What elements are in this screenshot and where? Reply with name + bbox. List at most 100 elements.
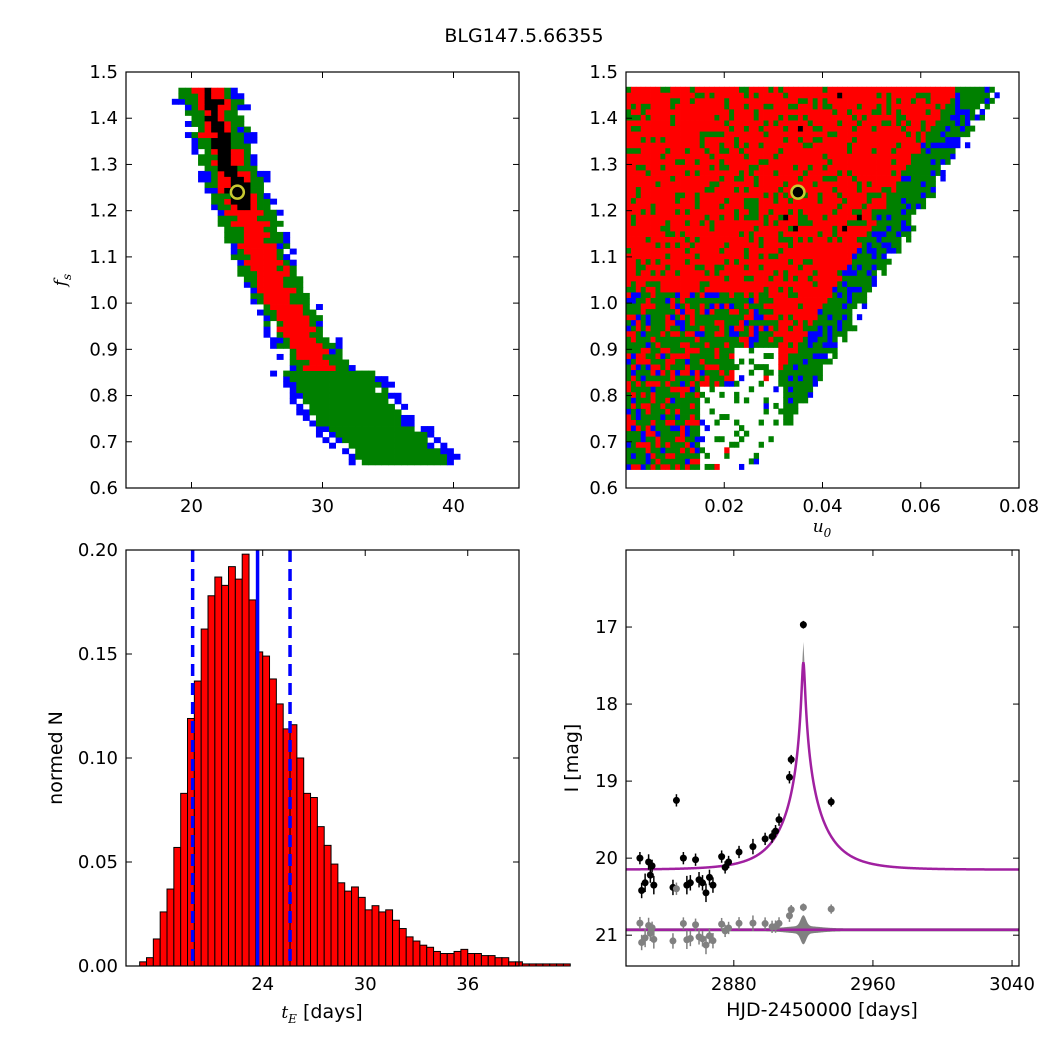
posterior-cell (827, 153, 833, 160)
posterior-cell (891, 164, 897, 171)
posterior-cell (832, 208, 838, 215)
posterior-cell (276, 281, 284, 288)
posterior-cell (724, 292, 730, 298)
posterior-cell (709, 353, 715, 359)
posterior-cell (940, 86, 946, 93)
posterior-cell (684, 452, 691, 459)
posterior-cell (283, 315, 291, 322)
posterior-cell (778, 408, 784, 415)
posterior-cell (753, 264, 760, 271)
posterior-cell (630, 120, 637, 127)
posterior-cell (734, 242, 740, 249)
posterior-cell (788, 269, 794, 276)
posterior-cell (812, 208, 818, 215)
posterior-cell (680, 131, 686, 138)
posterior-cell (709, 292, 715, 298)
posterior-cell (694, 231, 701, 237)
posterior-cell (837, 86, 843, 93)
posterior-cell (243, 159, 251, 166)
posterior-cell (802, 164, 809, 171)
posterior-cell (640, 225, 647, 232)
posterior-cell (714, 97, 720, 104)
posterior-cell (940, 158, 946, 165)
posterior-cell (694, 225, 701, 232)
posterior-cell (211, 198, 219, 205)
posterior-cell (191, 98, 199, 105)
posterior-cell (217, 132, 225, 139)
posterior-cell (635, 280, 642, 287)
posterior-cell (861, 136, 868, 143)
posterior-cell (812, 147, 818, 154)
posterior-cell (817, 242, 823, 249)
posterior-cell (788, 292, 794, 298)
posterior-cell (709, 136, 715, 143)
posterior-cell (793, 391, 799, 398)
posterior-cell (847, 231, 853, 237)
posterior-cell (724, 147, 730, 154)
posterior-cell (650, 275, 656, 282)
posterior-cell (837, 108, 843, 115)
posterior-cell (930, 97, 936, 104)
posterior-cell (763, 169, 769, 176)
posterior-cell (709, 463, 715, 470)
posterior-cell (871, 108, 877, 115)
posterior-cell (665, 391, 671, 398)
posterior-cell (714, 297, 720, 304)
posterior-cell (640, 114, 647, 121)
posterior-cell (768, 186, 774, 193)
posterior-cell (640, 203, 647, 210)
posterior-cell (817, 264, 823, 271)
posterior-cell (670, 452, 676, 459)
posterior-cell (680, 330, 686, 337)
posterior-cell (684, 108, 691, 115)
posterior-cell (837, 253, 843, 260)
posterior-cell (635, 353, 642, 359)
posterior-cell (793, 319, 799, 326)
posterior-cell (684, 225, 691, 232)
posterior-cell (263, 331, 271, 338)
posterior-cell (837, 97, 843, 104)
posterior-cell (793, 208, 799, 215)
posterior-cell (969, 108, 976, 115)
posterior-cell (881, 219, 887, 226)
posterior-cell (817, 214, 823, 221)
posterior-cell (184, 87, 192, 94)
posterior-cell (930, 131, 936, 138)
posterior-cell (689, 153, 696, 160)
posterior-cell (660, 452, 666, 459)
posterior-cell (694, 242, 701, 249)
posterior-cell (748, 325, 755, 332)
posterior-cell (788, 203, 794, 210)
posterior-cell (817, 258, 823, 265)
posterior-cell (224, 170, 232, 177)
posterior-cell (881, 147, 887, 154)
posterior-cell (861, 197, 868, 204)
posterior-cell (680, 369, 686, 376)
posterior-cell (797, 86, 804, 93)
posterior-cell (665, 219, 671, 226)
posterior-cell (945, 114, 951, 121)
posterior-cell (289, 265, 297, 272)
posterior-cell (211, 98, 219, 105)
posterior-cell (797, 197, 804, 204)
posterior-cell (650, 186, 656, 193)
posterior-cell (714, 247, 720, 254)
posterior-cell (842, 120, 848, 127)
posterior-cell (783, 192, 789, 199)
posterior-cell (866, 125, 873, 132)
posterior-cell (335, 431, 343, 438)
posterior-cell (276, 248, 284, 255)
posterior-cell (729, 125, 735, 132)
posterior-cell (842, 303, 848, 310)
posterior-cell (407, 448, 415, 455)
posterior-cell (955, 131, 961, 138)
posterior-cell (748, 147, 755, 154)
posterior-cell (738, 330, 745, 337)
histogram-bar (152, 938, 161, 967)
posterior-cell (414, 437, 422, 444)
posterior-cell (896, 147, 902, 154)
posterior-cell (734, 108, 740, 115)
posterior-cell (778, 164, 784, 171)
posterior-cell (650, 192, 656, 199)
posterior-cell (724, 303, 730, 310)
